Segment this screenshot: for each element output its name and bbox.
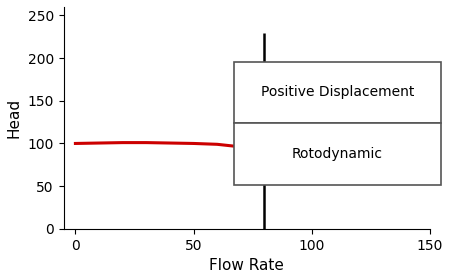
Text: Positive Displacement: Positive Displacement	[261, 85, 414, 99]
Y-axis label: Head: Head	[7, 98, 22, 138]
X-axis label: Flow Rate: Flow Rate	[209, 258, 284, 273]
Text: Rotodynamic: Rotodynamic	[292, 147, 383, 161]
